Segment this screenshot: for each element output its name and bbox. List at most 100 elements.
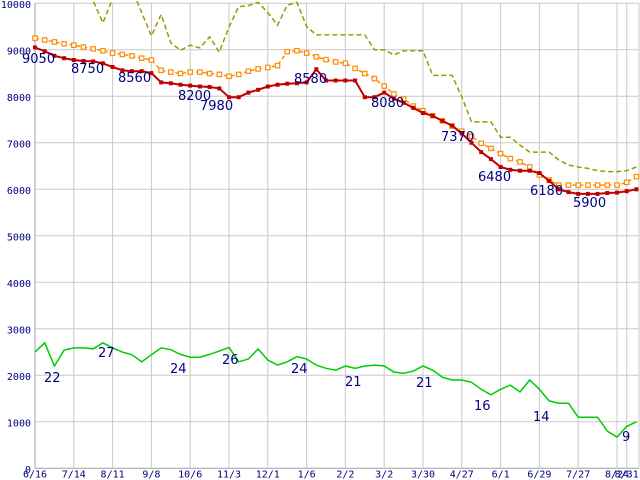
x-tick-label: 1/6 (298, 470, 316, 480)
y-tick-label: 4000 (7, 279, 31, 290)
marker-filled-square (256, 87, 261, 92)
marker-filled-square (576, 191, 581, 196)
marker-filled-square (527, 168, 532, 173)
marker-open-square (332, 59, 339, 65)
marker-open-square (633, 173, 640, 180)
marker-open-square (216, 71, 223, 78)
data-point-label: 8080 (371, 96, 404, 111)
marker-filled-square (595, 191, 600, 196)
x-tick-label: 8/11 (101, 470, 125, 480)
marker-open-square (604, 182, 611, 188)
marker-filled-square (537, 171, 542, 175)
marker-filled-square (294, 81, 299, 86)
marker-open-square (100, 47, 106, 54)
marker-filled-square (130, 69, 134, 74)
marker-filled-square (615, 190, 619, 195)
marker-open-square (623, 179, 630, 186)
marker-filled-square (314, 67, 319, 72)
x-tick-label: 7/14 (62, 470, 86, 480)
marker-filled-square (391, 96, 396, 101)
series-upper-olive-dashed (90, 0, 637, 173)
y-tick-label: 9000 (7, 46, 31, 57)
marker-open-square (265, 64, 271, 71)
marker-filled-square (362, 95, 367, 100)
marker-open-square (245, 68, 252, 75)
marker-filled-square (168, 81, 173, 86)
marker-open-square (148, 57, 155, 63)
data-point-label: 7980 (200, 99, 233, 114)
marker-filled-square (585, 191, 590, 196)
series-lower-green-count-line (34, 341, 637, 439)
marker-open-square (614, 182, 620, 188)
x-tick-label: 6/1 (492, 470, 510, 480)
data-point-label: 7370 (441, 130, 474, 145)
marker-filled-square (488, 157, 493, 162)
data-point-label: 9050 (22, 52, 55, 67)
marker-filled-square (120, 68, 125, 73)
marker-filled-square (469, 140, 474, 145)
marker-open-square (41, 37, 48, 43)
marker-open-square (119, 51, 126, 58)
y-tick-label: 10000 (1, 0, 31, 11)
x-tick-label: 4/27 (450, 470, 474, 480)
marker-open-square (507, 155, 514, 162)
marker-open-square (478, 140, 485, 147)
marker-filled-square (440, 118, 445, 123)
data-point-label: 21 (416, 376, 433, 391)
marker-filled-square (343, 78, 348, 83)
data-point-label: 8200 (178, 89, 211, 104)
marker-filled-square (605, 191, 610, 195)
data-point-label: 27 (98, 346, 115, 361)
marker-open-square (235, 71, 242, 78)
marker-open-square (90, 46, 97, 52)
marker-open-square (284, 48, 291, 55)
series-lower-green-count (34, 341, 637, 439)
gridlines (34, 2, 640, 469)
marker-open-square (168, 69, 174, 75)
y-tick-label: 2000 (7, 372, 31, 383)
data-point-label: 6180 (530, 184, 563, 199)
x-tick-label: 6/16 (23, 470, 47, 480)
marker-open-square (381, 83, 388, 89)
marker-filled-square (285, 81, 290, 86)
y-tick-label: 1000 (7, 418, 31, 429)
marker-filled-square (217, 86, 222, 91)
y-tick-label: 7000 (7, 139, 31, 150)
marker-open-square (488, 145, 494, 152)
marker-open-square (158, 67, 164, 74)
marker-filled-square (566, 190, 571, 195)
data-point-label: 24 (170, 362, 187, 377)
marker-filled-square (324, 78, 328, 83)
marker-open-square (526, 164, 533, 170)
marker-filled-square (71, 58, 76, 62)
marker-filled-square (421, 111, 425, 115)
x-tick-label: 11/3 (217, 470, 241, 480)
marker-filled-square (479, 150, 484, 155)
marker-open-square (255, 66, 261, 72)
marker-open-square (226, 73, 232, 80)
marker-filled-square (304, 80, 309, 85)
marker-open-square (352, 65, 358, 72)
x-axis-labels: 6/16 7/14 8/11 9/8 10/6 11/3 12/1 1/6 2/2 3/2 3/30… (23, 470, 639, 480)
marker-open-square (70, 42, 77, 49)
marker-open-square (594, 182, 601, 188)
marker-open-square (187, 69, 194, 75)
marker-filled-square (459, 131, 464, 136)
marker-open-square (51, 39, 58, 45)
marker-open-square (138, 55, 145, 62)
marker-open-square (274, 62, 281, 69)
marker-open-square (565, 182, 572, 188)
data-point-label: 22 (44, 371, 61, 386)
marker-open-square (555, 182, 562, 188)
data-point-label: 21 (345, 375, 362, 390)
x-tick-label: 12/1 (256, 470, 280, 480)
data-point-label: 26 (222, 353, 239, 368)
marker-filled-square (91, 59, 96, 64)
data-point-label: 14 (533, 410, 550, 425)
marker-filled-square (634, 187, 639, 192)
marker-filled-square (508, 167, 513, 172)
marker-filled-square (42, 49, 47, 54)
marker-filled-square (353, 78, 358, 83)
marker-open-square (517, 159, 523, 165)
